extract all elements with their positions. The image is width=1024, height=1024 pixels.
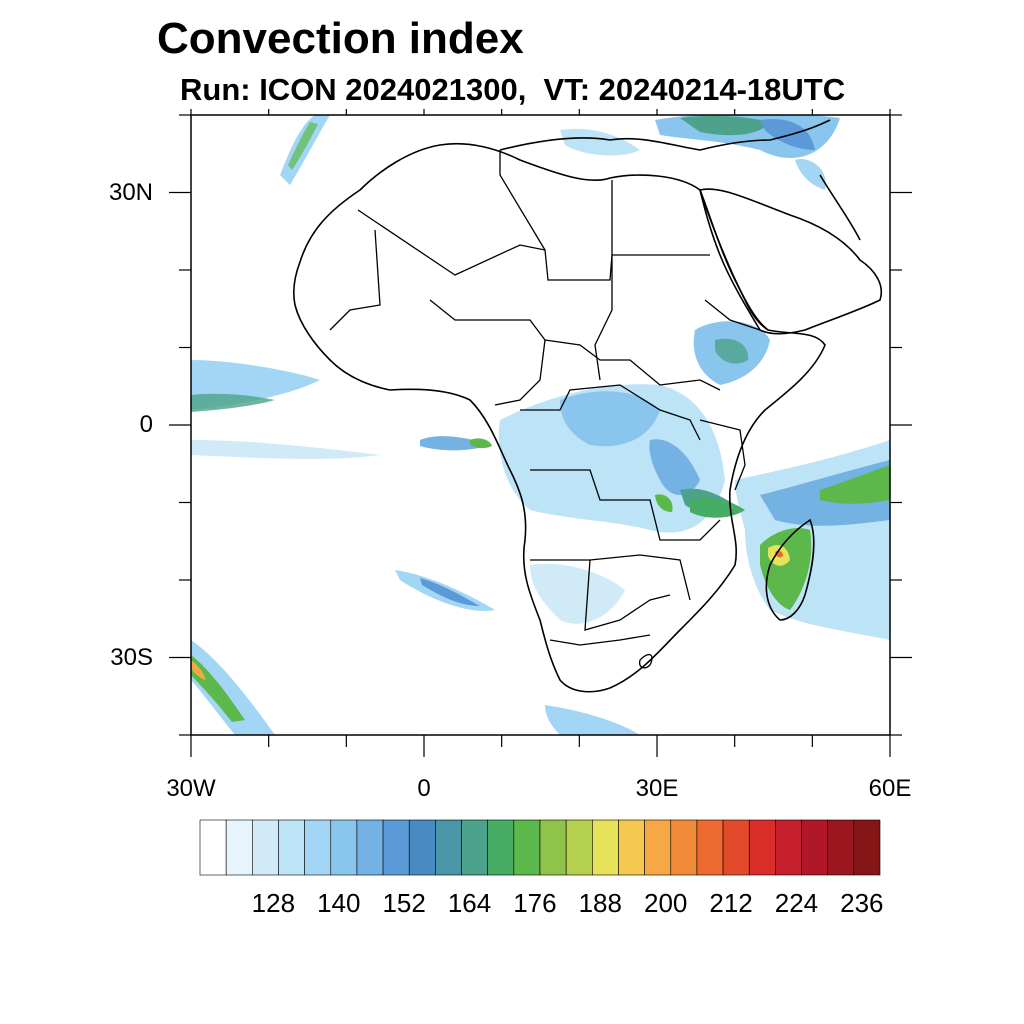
colorbar-label: 236 [840, 888, 884, 918]
colorbar-swatch [853, 819, 881, 876]
border [699, 419, 746, 491]
colorbar-label: 224 [774, 888, 819, 918]
convection-patch [288, 122, 318, 170]
latitude-label: 30N [108, 178, 153, 206]
convection-patch [191, 655, 245, 722]
convection-patch [649, 439, 700, 495]
colorbar-swatch [382, 819, 410, 876]
chart-title: Convection index [157, 14, 524, 63]
colorbar-label: 176 [513, 888, 557, 918]
colorbar-swatch [252, 819, 279, 876]
border [594, 180, 613, 381]
colorbar-label: 212 [709, 888, 753, 918]
colorbar [199, 819, 881, 876]
border [639, 653, 653, 669]
colorbar-swatch [775, 819, 802, 876]
colorbar-swatch [408, 819, 436, 876]
colorbar-swatch [356, 819, 384, 876]
colorbar-swatch [278, 819, 305, 876]
colorbar-swatch [487, 819, 515, 876]
convection-patch [420, 578, 480, 606]
africa-coastline [293, 142, 826, 693]
border [520, 384, 701, 441]
country-borders [329, 150, 761, 669]
colorbar-label: 200 [643, 888, 688, 918]
chart-subtitle: Run: ICON 2024021300, VT: 20240214-18UTC [180, 72, 846, 107]
convection-patch [820, 465, 890, 504]
border [584, 559, 671, 631]
convection-patch [191, 660, 206, 680]
convection-patch [191, 640, 275, 735]
border [544, 339, 721, 391]
colorbar-swatch [435, 819, 462, 876]
convection-patch [690, 498, 745, 518]
convection-patch [530, 563, 625, 624]
colorbar-swatch [748, 819, 776, 876]
convection-patch [420, 436, 490, 451]
convection-patch [760, 119, 815, 150]
convection-patch [498, 384, 725, 533]
convection-patch [560, 391, 660, 447]
border [530, 554, 691, 601]
border [499, 150, 546, 251]
convection-patch [545, 705, 640, 735]
longitude-label: 0 [417, 775, 431, 802]
longitude-label: 30W [166, 775, 216, 802]
colorbar-label: 128 [251, 888, 296, 918]
colorbar-swatch [225, 819, 253, 876]
arabian-peninsula [699, 188, 882, 335]
border [549, 634, 651, 646]
convection-patch [795, 159, 826, 190]
colorbar-swatch [539, 819, 567, 876]
madagascar [765, 518, 815, 621]
colorbar-swatch [644, 819, 672, 876]
colorbar-swatch [696, 819, 724, 876]
red-sea [699, 189, 769, 331]
border [357, 209, 710, 281]
latitude-label: 30S [110, 643, 153, 671]
convection-patch [280, 115, 330, 185]
colorbar-swatch [461, 819, 488, 876]
coastlines [293, 119, 882, 693]
convection-patch [191, 440, 380, 459]
colorbar-swatch [670, 819, 698, 876]
persian-gulf [819, 174, 861, 241]
convection-patch [655, 494, 673, 512]
convection-patch [715, 338, 749, 364]
colorbar-swatch [199, 819, 227, 876]
longitude-label: 30E [635, 775, 679, 802]
colorbar-swatch [827, 819, 855, 876]
colorbar-swatch [592, 819, 619, 876]
colorbar-swatch [618, 819, 645, 876]
colorbar-label: 188 [578, 888, 622, 918]
convection-patch [470, 438, 492, 449]
border [530, 469, 721, 541]
colorbar-swatch [513, 819, 541, 876]
colorbar-label: 152 [382, 888, 426, 918]
mediterranean-north [499, 119, 831, 151]
axis-ticks [169, 109, 912, 757]
border [704, 299, 761, 331]
border [429, 299, 546, 406]
colorbar-swatch [801, 819, 828, 876]
convection-field [191, 115, 890, 735]
colorbar-swatch [330, 819, 358, 876]
border [329, 229, 381, 331]
colorbar-label: 164 [447, 888, 492, 918]
colorbar-swatch [565, 819, 593, 876]
longitude-label: 60E [868, 775, 912, 802]
convection-patch [191, 393, 275, 412]
colorbar-label: 140 [317, 888, 361, 918]
convection-patch [680, 115, 770, 136]
colorbar-swatch [722, 819, 750, 876]
colorbar-swatch [304, 819, 332, 876]
latitude-label: 0 [139, 411, 153, 438]
convection-patch [560, 128, 640, 156]
